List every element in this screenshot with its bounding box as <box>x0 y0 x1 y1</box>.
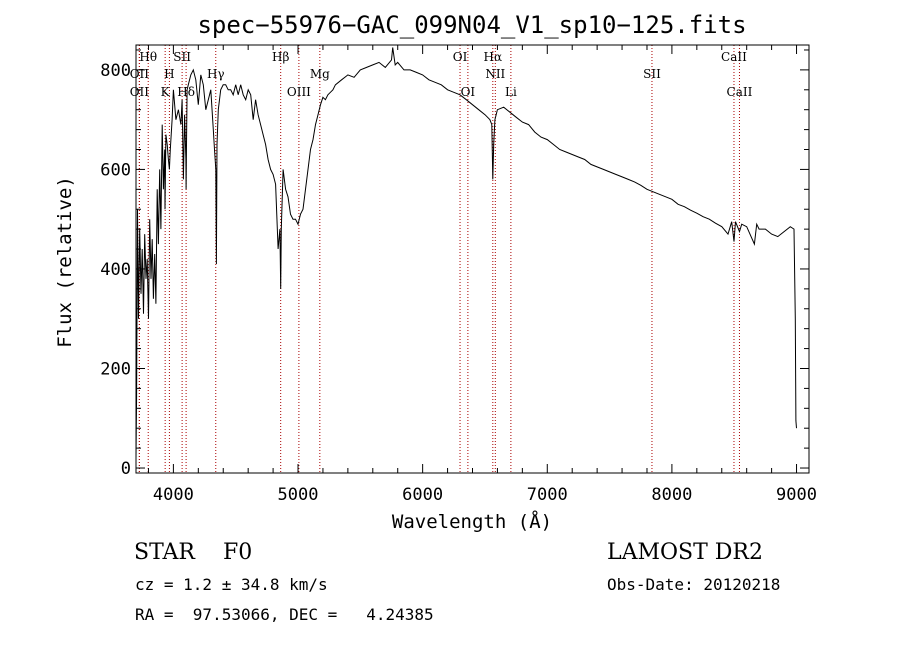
marker-label-16: SII <box>643 67 661 81</box>
marker-label-3: SII <box>173 50 191 64</box>
survey-name: LAMOST DR2 <box>607 540 763 565</box>
observation-date: Obs-Date: 20120218 <box>607 575 781 594</box>
spectrum-series-line <box>135 47 797 459</box>
marker-label-8: Hβ <box>272 50 289 64</box>
marker-label-4: H <box>164 67 174 81</box>
y-tick-label-0: 0 <box>121 459 131 479</box>
redshift-velocity: cz = 1.2 ± 34.8 km/s <box>135 575 328 594</box>
x-tick-label-6000: 6000 <box>402 485 443 505</box>
marker-label-7: Hγ <box>207 67 225 81</box>
marker-label-11: OI <box>453 50 468 64</box>
x-tick-label-8000: 8000 <box>651 485 692 505</box>
marker-label-0: Hθ <box>139 50 157 64</box>
marker-label-17: CaII <box>721 50 747 64</box>
y-tick-label-600: 600 <box>100 160 131 180</box>
y-axis-label: Flux (relative) <box>54 176 76 348</box>
x-tick-label-9000: 9000 <box>776 485 817 505</box>
y-tick-label-400: 400 <box>100 260 131 280</box>
x-tick-label-5000: 5000 <box>278 485 319 505</box>
plot-frame <box>135 44 810 474</box>
marker-label-1: OII <box>130 67 150 81</box>
marker-label-2: OII <box>130 85 150 99</box>
coordinates: RA = 97.53066, DEC = 4.24385 <box>135 605 434 624</box>
x-tick-label-7000: 7000 <box>527 485 568 505</box>
marker-label-9: OIII <box>287 85 311 99</box>
star-class: STAR F0 <box>134 540 253 565</box>
x-axis-ticks: 4000 5000 6000 7000 8000 9000 <box>147 45 817 505</box>
spectrum-line-group <box>135 47 797 459</box>
x-tick-label-4000: 4000 <box>153 485 194 505</box>
marker-label-5: K <box>161 85 171 99</box>
marker-label-10: Mg <box>310 67 330 81</box>
y-axis-ticks: 0 200 400 600 800 <box>100 49 809 479</box>
y-tick-label-200: 200 <box>100 359 131 379</box>
spectral-line-markers <box>138 45 740 473</box>
y-tick-label-800: 800 <box>100 61 131 81</box>
marker-label-12: OI <box>461 85 476 99</box>
chart-title: spec−55976−GAC_099N04_V1_sp10−125.fits <box>197 11 746 39</box>
marker-label-18: CaII <box>727 85 753 99</box>
marker-label-6: Hδ <box>177 85 195 99</box>
x-axis-label: Wavelength (Å) <box>392 510 552 533</box>
marker-label-15: Li <box>505 85 517 99</box>
marker-label-13: Hα <box>484 50 503 64</box>
marker-label-14: NII <box>485 67 505 81</box>
